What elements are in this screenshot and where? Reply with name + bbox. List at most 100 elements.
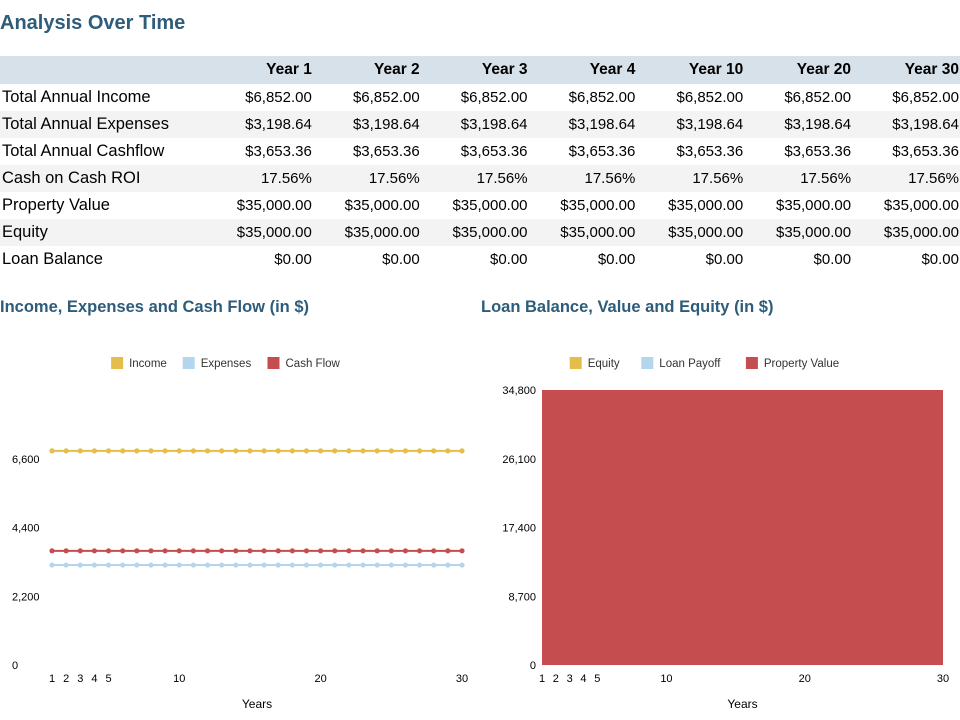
data-point [346, 562, 352, 568]
data-point [162, 448, 168, 454]
data-point [49, 548, 55, 554]
legend-swatch [641, 357, 654, 369]
data-point [459, 448, 465, 454]
table-cell: $6,852.00 [352, 89, 420, 106]
table-cell: $3,198.64 [312, 111, 421, 138]
data-point [162, 548, 168, 554]
data-point [233, 562, 239, 568]
table-cell: $35,000.00 [452, 197, 528, 214]
column-header: Year 2 [312, 56, 421, 84]
y-tick-label: 34,800 [502, 385, 536, 397]
data-point [120, 548, 126, 554]
table-cell: $0.00 [274, 251, 312, 268]
table-cell: $3,653.36 [352, 143, 420, 160]
x-tick-label: 20 [314, 673, 326, 685]
legend-label: Property Value [764, 358, 839, 370]
table-cell: $6,852.00 [245, 89, 312, 106]
data-point [275, 448, 281, 454]
table-cell: $35,000.00 [668, 197, 744, 214]
data-point [261, 562, 267, 568]
table-row: Property Value $35,000.00 $35,000.00 $35,00… [0, 192, 960, 219]
data-point [148, 548, 154, 554]
data-point [77, 562, 83, 568]
data-point [360, 562, 366, 568]
data-point [219, 548, 225, 554]
legend-label: Loan Payoff [659, 358, 721, 370]
data-point [176, 448, 182, 454]
page-title: Analysis Over Time [0, 12, 186, 34]
x-tick-label: 2 [553, 673, 559, 685]
table-cell: $35,000.00 [420, 219, 529, 246]
legend-label: Equity [588, 358, 620, 370]
data-point [247, 548, 253, 554]
column-header: Year 1 [205, 56, 313, 84]
data-point [388, 448, 394, 454]
table-cell: $0.00 [597, 251, 636, 268]
data-point [318, 448, 324, 454]
table-cell: 17.56% [528, 165, 637, 192]
data-point [402, 448, 409, 454]
data-point [162, 562, 168, 568]
data-point [63, 548, 69, 554]
data-point [374, 548, 380, 554]
x-tick-label: 3 [567, 673, 573, 685]
area-series [542, 390, 943, 665]
data-point [63, 562, 69, 568]
data-point [346, 448, 352, 454]
data-point [77, 548, 83, 554]
data-point [303, 548, 310, 554]
data-point [332, 548, 338, 554]
data-point [91, 448, 98, 454]
x-tick-label: 20 [799, 673, 811, 685]
table-cell: $3,653.36 [460, 143, 528, 160]
row-label: Loan Balance [2, 250, 103, 268]
data-point [275, 562, 281, 568]
row-label: Cash on Cash ROI [0, 165, 205, 192]
column-header [0, 56, 205, 84]
table-cell: $35,000.00 [744, 219, 853, 246]
data-point [134, 448, 140, 454]
y-tick-label: 0 [12, 660, 18, 672]
data-point [374, 562, 380, 568]
x-tick-label: 5 [105, 673, 111, 685]
data-point [431, 448, 437, 454]
table-row: Total Annual Expenses $3,198.64 $3,198.64 $… [0, 111, 960, 138]
data-point [176, 562, 182, 568]
data-point [374, 448, 380, 454]
table-cell: $35,000.00 [236, 197, 312, 214]
row-label: Equity [0, 219, 205, 246]
table-cell: $35,000.00 [883, 197, 959, 214]
legend-swatch [111, 357, 124, 369]
data-point [91, 562, 98, 568]
table-cell: $35,000.00 [205, 219, 313, 246]
data-point [332, 562, 338, 568]
data-point [431, 548, 437, 554]
table-cell: $35,000.00 [560, 197, 636, 214]
column-header: Year 3 [420, 56, 529, 84]
table-cell: $35,000.00 [775, 197, 852, 214]
data-point [105, 548, 112, 554]
table-cell: $3,198.64 [205, 111, 313, 138]
table-cell: $3,653.36 [245, 143, 312, 160]
data-point [318, 548, 324, 554]
data-point [148, 448, 154, 454]
legend-swatch [569, 357, 582, 369]
data-point [77, 448, 83, 454]
legend-swatch [745, 357, 758, 369]
data-point [204, 548, 211, 554]
table-cell: $0.00 [921, 251, 959, 268]
column-header: Year 4 [528, 56, 637, 84]
table-cell: $35,000.00 [344, 197, 420, 214]
x-tick-label: 3 [77, 673, 83, 685]
cashflow-line-chart: Income Expenses Cash Flow 0 2,200 4,400 6,600 1… [12, 357, 468, 711]
data-point [204, 562, 211, 568]
table-row: Equity $35,000.00 $35,000.00 $35,000.00 $35,… [0, 219, 960, 246]
data-point [445, 548, 451, 554]
table-cell: $3,198.64 [528, 111, 637, 138]
column-header: Year 10 [636, 56, 745, 84]
data-point [459, 548, 465, 554]
data-point [332, 448, 338, 454]
table-cell: $3,198.64 [420, 111, 529, 138]
data-point [402, 548, 409, 554]
data-point [289, 562, 295, 568]
